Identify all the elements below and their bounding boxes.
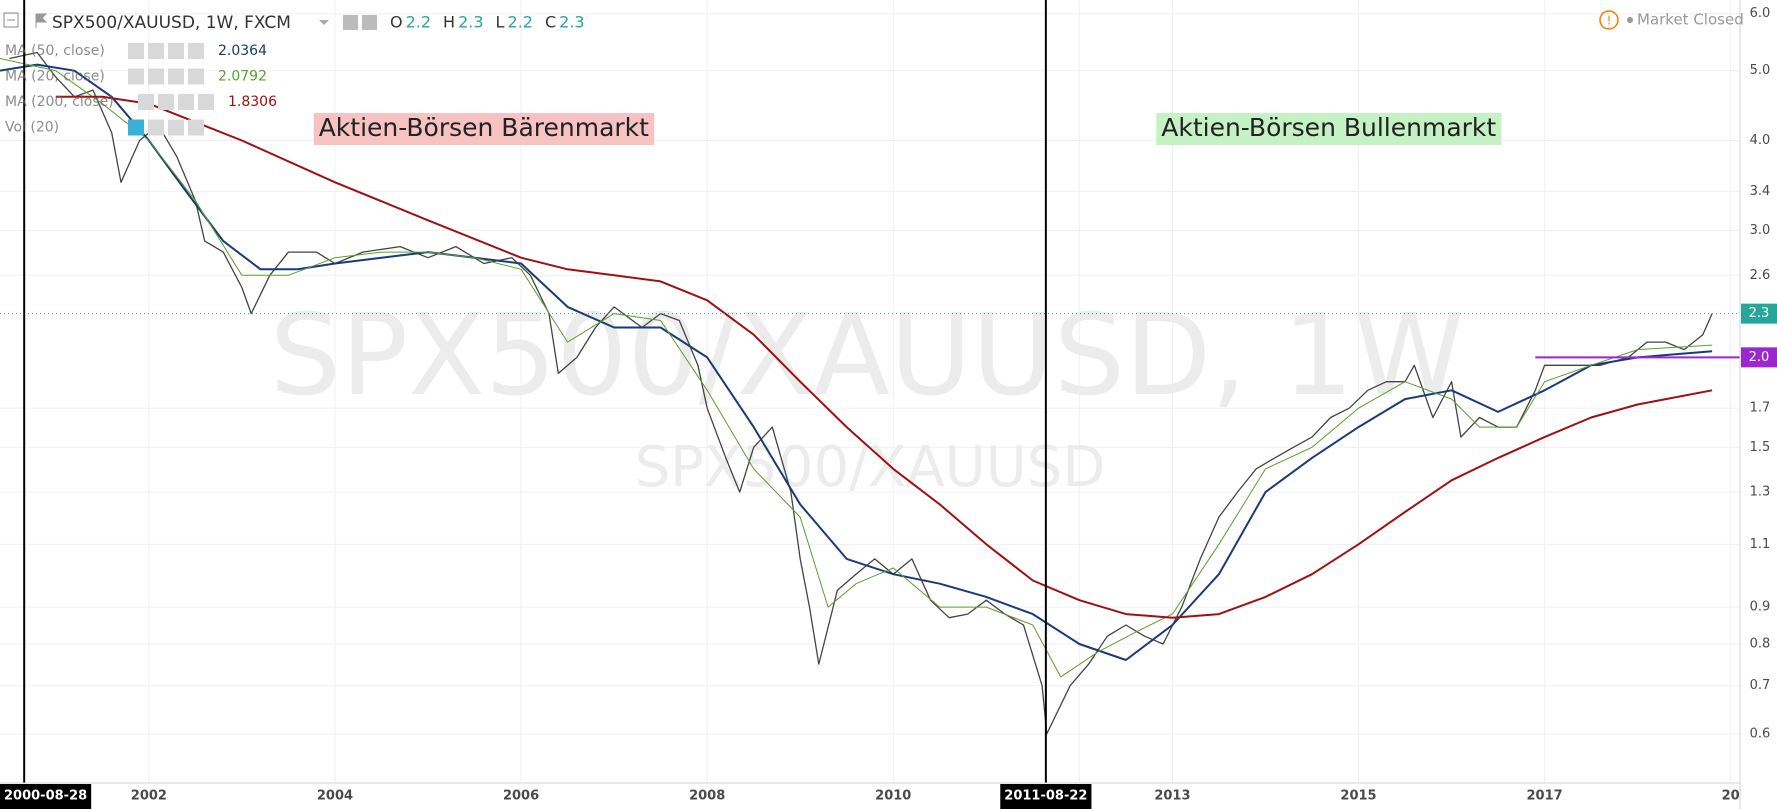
price-badge-label: 2.0 [1749,350,1770,365]
ohlc-key: H [443,13,455,32]
indicator-button[interactable] [188,68,204,85]
date-badge [1000,784,1092,809]
x-tick-label: 2017 [1527,789,1563,804]
indicator-button[interactable] [188,43,204,59]
date-label: 2000-08-28 [4,789,87,804]
status-dot [1627,17,1633,23]
indicator-button[interactable] [178,94,194,110]
y-tick-label: 5.0 [1750,63,1771,78]
settings-icon[interactable] [362,15,377,30]
x-tick-label: 2008 [689,789,725,804]
ma-line [55,95,1713,619]
indicator-button[interactable] [128,119,144,136]
price-line [9,51,1713,735]
x-tick-label: 2002 [131,789,167,804]
ma-line [0,58,1713,678]
annotation-box [313,113,655,146]
y-tick-label: 0.8 [1750,636,1771,651]
indicator-button[interactable] [148,43,164,59]
y-tick-label: 3.4 [1750,184,1771,199]
y-tick-label: 1.7 [1750,401,1771,416]
y-tick-label: 6.0 [1750,6,1771,21]
ohlc-value: 2.2 [508,13,533,32]
price-badge-label: 2.3 [1749,306,1770,321]
date-badge [0,784,92,809]
indicator-name: MA (50, close) [5,43,105,59]
ohlc-key: L [496,13,505,32]
eye-icon[interactable] [343,15,358,30]
indicator-button[interactable] [128,68,144,85]
symbol-title: SPX500/XAUUSD, 1W, FXCM [52,13,291,33]
ohlc-value: 2.3 [559,13,584,32]
indicator-button[interactable] [138,94,154,110]
axes: 6.0 5.0 4.0 3.4 3.0 2.6 1.7 1.5 1.3 1.1 0.9 0.8 0.7 0… [0,6,1777,809]
warning-icon[interactable] [1599,10,1619,30]
y-tick-label: 1.1 [1750,537,1771,552]
header: SPX500/XAUUSD, 1W, FXCM [3,12,377,33]
indicator-value: 2.0364 [218,43,267,59]
x-tick-label: 2015 [1340,789,1376,804]
indicator-value: 2.0792 [218,69,267,85]
indicator-button[interactable] [198,94,214,110]
y-tick-label: 0.7 [1750,678,1771,693]
watermark: SPX500/XAUUSD, 1W [270,291,1465,421]
x-tick-label: 20 [1722,789,1740,804]
indicator-name: MA (20, close) [5,69,105,85]
indicator-button[interactable] [168,68,184,85]
annotation: Aktien-Börsen Bullenmarkt [1161,113,1496,142]
ohlc-value: 2.2 [406,13,431,32]
plot: Aktien-Börsen Bärenmarkt Aktien-Börsen Bu… [0,0,1740,783]
indicator-button[interactable] [148,119,164,136]
x-tick-label: 2010 [875,789,911,804]
ohlc: O 2.2 H 2.3 L 2.2 C 2.3 [390,13,585,32]
y-tick-label: 0.9 [1750,600,1771,615]
price-badge [1741,303,1777,324]
indicator-button[interactable] [188,119,204,136]
ohlc-value: 2.3 [458,13,483,32]
y-tick-label: 2.6 [1750,268,1771,283]
indicator-button[interactable] [168,119,184,136]
x-tick-label: 2006 [503,789,539,804]
ohlc-key: C [545,13,556,32]
indicator-button[interactable] [168,43,184,59]
y-tick-label: 1.5 [1750,440,1771,455]
watermark-layer: SPX500/XAUUSD, 1W SPX500/XAUUSD [270,291,1465,500]
status: ! Market Closed [1599,10,1744,30]
y-tick-label: 3.0 [1750,223,1771,238]
y-tick-label: 4.0 [1750,133,1771,148]
indicator-name: MA (200, close) [5,94,114,110]
warning-mark: ! [1607,14,1612,28]
grid [0,0,1740,783]
ohlc-key: O [390,13,403,32]
market-status: Market Closed [1637,11,1744,29]
ma-line [0,63,1713,661]
collapse-button[interactable] [3,12,19,28]
annotation-box [1156,113,1502,146]
dropdown[interactable] [319,20,329,25]
indicator-name: Vol (20) [5,120,59,136]
x-tick-label: 2013 [1154,789,1190,804]
flag-icon[interactable] [35,13,48,28]
annotation: Aktien-Börsen Bärenmarkt [319,113,649,142]
y-tick-label: 0.6 [1750,726,1771,741]
y-tick-label: 1.3 [1750,485,1771,500]
date-label: 2011-08-22 [1004,789,1087,804]
price-badge [1741,347,1777,368]
indicator-button[interactable] [148,68,164,85]
indicator-button[interactable] [158,94,174,110]
x-tick-label: 2004 [317,789,353,804]
indicator-legend: MA (50, close) 2.0364 MA (20, close) 2.0792… [5,43,277,136]
indicator-value: 1.8306 [228,94,277,110]
watermark: SPX500/XAUUSD [635,435,1106,500]
indicator-button[interactable] [128,43,144,59]
